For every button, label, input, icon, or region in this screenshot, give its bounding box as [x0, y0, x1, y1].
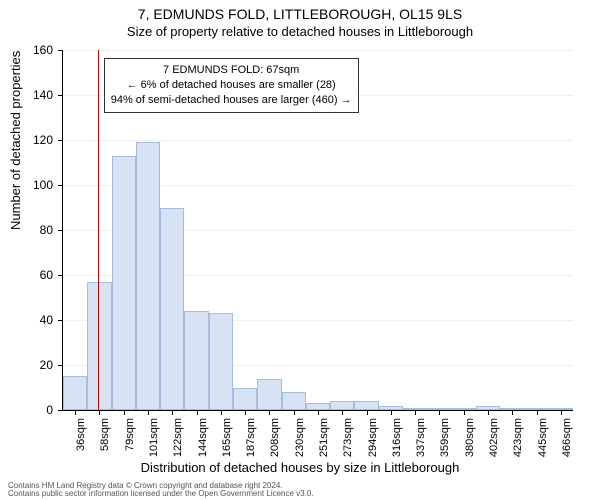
xtick-mark	[391, 410, 392, 415]
histogram-bar	[476, 406, 500, 411]
xtick-mark	[464, 410, 465, 415]
footer-line: Contains public sector information licen…	[8, 490, 314, 498]
annot-line: 7 EDMUNDS FOLD: 67sqm	[111, 63, 352, 78]
xtick-label: 230sqm	[294, 418, 306, 464]
xtick-mark	[537, 410, 538, 415]
xtick-label: 79sqm	[124, 418, 136, 464]
xtick-label: 36sqm	[75, 418, 87, 464]
xtick-mark	[75, 410, 76, 415]
xtick-mark	[197, 410, 198, 415]
xtick-label: 294sqm	[367, 418, 379, 464]
histogram-bar	[524, 408, 548, 410]
xtick-label: 337sqm	[415, 418, 427, 464]
footer-attribution: Contains HM Land Registry data © Crown c…	[8, 482, 314, 498]
xtick-mark	[124, 410, 125, 415]
histogram-bar	[257, 379, 281, 411]
title-main: 7, EDMUNDS FOLD, LITTLEBOROUGH, OL15 9LS	[0, 0, 600, 22]
xtick-label: 144sqm	[197, 418, 209, 464]
histogram-bar	[330, 401, 354, 410]
gridline	[63, 50, 573, 51]
histogram-bar	[500, 408, 524, 410]
histogram-bar	[63, 376, 87, 410]
xtick-mark	[148, 410, 149, 415]
reference-line	[98, 50, 99, 410]
histogram-bar	[233, 388, 257, 411]
xtick-label: 101sqm	[148, 418, 160, 464]
ytick-mark	[58, 410, 63, 411]
histogram-bar	[427, 408, 451, 410]
xtick-label: 251sqm	[318, 418, 330, 464]
xtick-label: 187sqm	[245, 418, 257, 464]
gridline	[63, 140, 573, 141]
xtick-mark	[488, 410, 489, 415]
ytick-label: 140	[23, 88, 53, 102]
xtick-label: 58sqm	[99, 418, 111, 464]
chart-area: 02040608010012014016036sqm58sqm79sqm101s…	[62, 50, 573, 411]
xtick-mark	[561, 410, 562, 415]
histogram-bar	[354, 401, 378, 410]
xtick-label: 273sqm	[342, 418, 354, 464]
annotation-box: 7 EDMUNDS FOLD: 67sqm← 6% of detached ho…	[104, 58, 359, 113]
xtick-mark	[172, 410, 173, 415]
xtick-mark	[99, 410, 100, 415]
annot-line: 94% of semi-detached houses are larger (…	[111, 93, 352, 108]
histogram-bar	[87, 282, 111, 410]
xtick-mark	[269, 410, 270, 415]
histogram-bar	[209, 313, 233, 410]
ytick-label: 20	[23, 358, 53, 372]
xtick-label: 359sqm	[439, 418, 451, 464]
x-axis-label: Distribution of detached houses by size …	[0, 460, 600, 475]
xtick-mark	[367, 410, 368, 415]
xtick-label: 380sqm	[464, 418, 476, 464]
xtick-label: 165sqm	[221, 418, 233, 464]
histogram-bar	[403, 408, 427, 410]
histogram-bar	[549, 408, 573, 410]
y-axis-label: Number of detached properties	[8, 51, 23, 230]
histogram-bar	[282, 392, 306, 410]
xtick-label: 316sqm	[391, 418, 403, 464]
histogram-bar	[112, 156, 136, 410]
xtick-mark	[294, 410, 295, 415]
xtick-mark	[318, 410, 319, 415]
histogram-bar	[160, 208, 184, 411]
xtick-label: 445sqm	[537, 418, 549, 464]
ytick-label: 60	[23, 268, 53, 282]
xtick-label: 466sqm	[561, 418, 573, 464]
histogram-bar	[306, 403, 330, 410]
xtick-mark	[342, 410, 343, 415]
xtick-mark	[245, 410, 246, 415]
ytick-label: 120	[23, 133, 53, 147]
histogram-bar	[184, 311, 208, 410]
histogram-bar	[379, 406, 403, 411]
xtick-label: 423sqm	[512, 418, 524, 464]
ytick-label: 40	[23, 313, 53, 327]
ytick-label: 100	[23, 178, 53, 192]
xtick-label: 208sqm	[269, 418, 281, 464]
ytick-label: 160	[23, 43, 53, 57]
xtick-mark	[415, 410, 416, 415]
ytick-label: 0	[23, 403, 53, 417]
histogram-bar	[136, 142, 160, 410]
xtick-mark	[439, 410, 440, 415]
ytick-label: 80	[23, 223, 53, 237]
xtick-label: 122sqm	[172, 418, 184, 464]
histogram-bar	[452, 408, 476, 410]
xtick-mark	[512, 410, 513, 415]
annot-line: ← 6% of detached houses are smaller (28)	[111, 78, 352, 93]
title-sub: Size of property relative to detached ho…	[0, 22, 600, 39]
xtick-mark	[221, 410, 222, 415]
xtick-label: 402sqm	[488, 418, 500, 464]
